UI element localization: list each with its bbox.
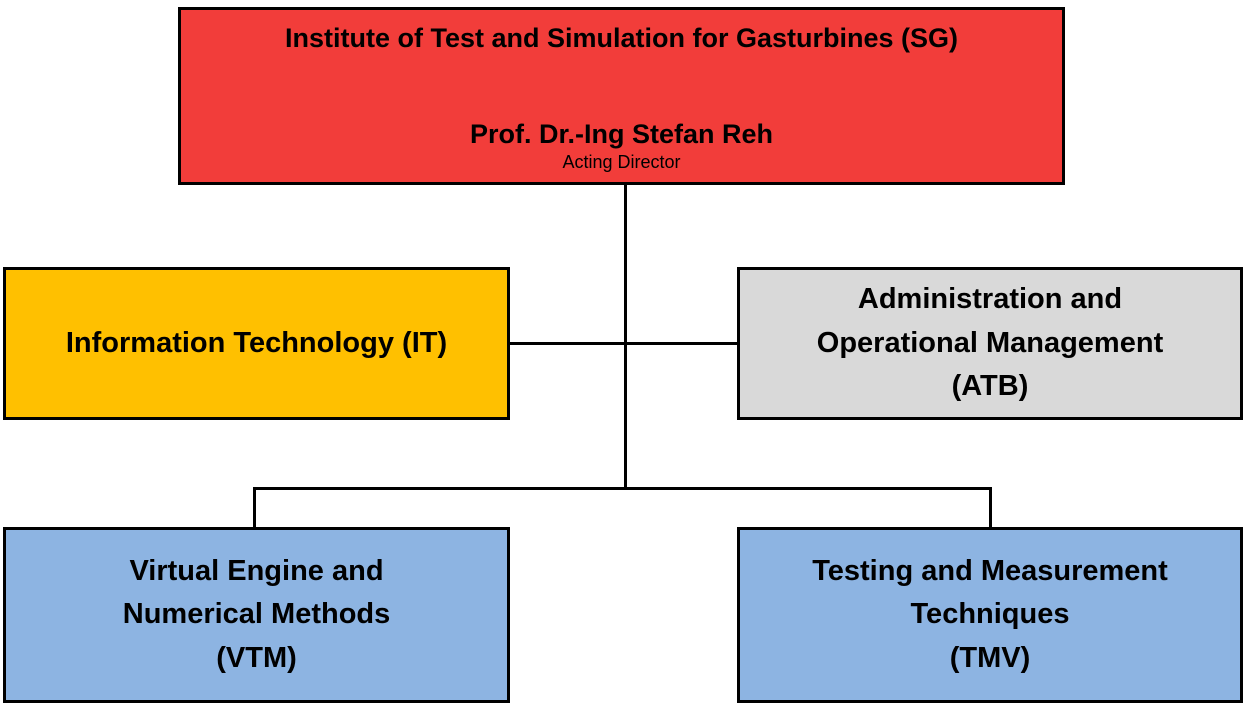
connector-bottom-horizontal: [253, 487, 992, 490]
org-node-information-technology: Information Technology (IT): [3, 267, 510, 420]
connector-root-vertical: [624, 183, 627, 489]
node-label-atb: Administration and Operational Managemen…: [816, 283, 1164, 403]
institute-title: Institute of Test and Simulation for Gas…: [284, 23, 959, 53]
connector-middle-horizontal: [508, 342, 739, 345]
connector-stub-right-vertical: [989, 487, 992, 528]
director-name: Prof. Dr.-Ing Stefan Reh: [469, 119, 774, 150]
org-node-administration: Administration and Operational Managemen…: [737, 267, 1243, 420]
org-node-virtual-engine: Virtual Engine and Numerical Methods (VT…: [3, 527, 510, 703]
org-node-testing-measurement: Testing and Measurement Techniques (TMV): [737, 527, 1243, 703]
org-node-institute: Institute of Test and Simulation for Gas…: [178, 7, 1065, 185]
node-label-vtm: Virtual Engine and Numerical Methods (VT…: [122, 554, 391, 674]
connector-stub-left-vertical: [253, 487, 256, 528]
node-label-tmv: Testing and Measurement Techniques (TMV): [812, 554, 1168, 674]
node-label-it: Information Technology (IT): [65, 326, 448, 359]
director-role: Acting Director: [562, 152, 681, 173]
